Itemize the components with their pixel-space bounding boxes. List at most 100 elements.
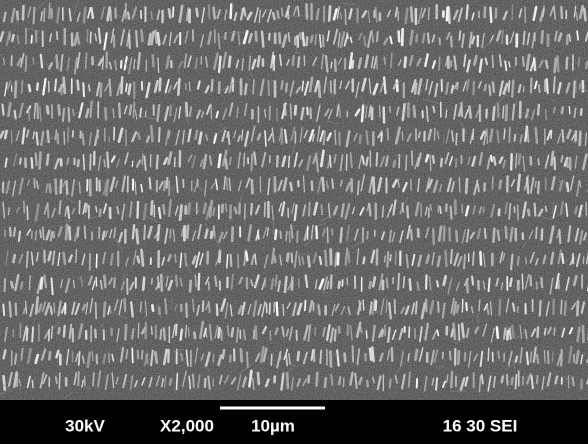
nanorod xyxy=(158,33,159,45)
nanorod xyxy=(510,328,511,338)
nanorod xyxy=(37,133,38,145)
nanorod xyxy=(226,204,227,211)
nanorod xyxy=(531,352,532,362)
nanorod xyxy=(415,84,416,94)
nanorod xyxy=(360,327,361,332)
nanorod xyxy=(258,232,259,239)
nanorod xyxy=(49,352,50,359)
nanorod xyxy=(144,226,145,240)
nanorod xyxy=(363,156,364,164)
nanorod xyxy=(228,132,229,144)
nanorod xyxy=(315,328,316,336)
nanorod xyxy=(351,153,352,167)
nanorod xyxy=(209,302,210,312)
nanorod xyxy=(228,326,229,336)
nanorod xyxy=(167,178,168,188)
nanorod xyxy=(103,232,104,239)
fiber xyxy=(179,67,180,76)
nanorod xyxy=(547,79,548,93)
nanorod xyxy=(370,282,371,288)
nanorod xyxy=(302,108,304,119)
nanorod xyxy=(33,58,34,64)
nanorod xyxy=(443,353,444,359)
nanorod xyxy=(535,182,536,187)
nanorod xyxy=(245,84,246,94)
nanorod xyxy=(205,379,206,387)
nanorod xyxy=(579,84,580,89)
nanorod xyxy=(152,305,153,310)
nanorod xyxy=(275,230,276,239)
nanorod xyxy=(186,325,187,337)
nanorod xyxy=(551,253,553,264)
nanorod xyxy=(335,60,336,71)
nanorod xyxy=(50,185,51,193)
nanorod xyxy=(391,54,392,68)
nanorod xyxy=(256,326,257,339)
nanorod xyxy=(331,81,332,92)
nanorod xyxy=(285,105,286,115)
nanorod xyxy=(83,134,84,145)
fiber xyxy=(287,16,304,17)
nanorod xyxy=(14,228,15,236)
nanorod xyxy=(407,207,408,218)
nanorod xyxy=(329,7,330,21)
nanorod xyxy=(325,251,326,266)
nanorod xyxy=(416,350,418,360)
nanorod xyxy=(217,112,218,118)
nanorod xyxy=(580,132,581,145)
nanorod xyxy=(320,35,321,47)
nanorod xyxy=(159,208,160,218)
nanorod xyxy=(176,325,177,335)
nanorod xyxy=(327,282,328,289)
nanorod xyxy=(454,324,455,339)
nanorod xyxy=(292,278,293,290)
nanorod xyxy=(504,129,505,139)
nanorod xyxy=(226,178,227,189)
nanorod xyxy=(242,130,243,140)
nanorod xyxy=(437,281,438,286)
nanorod xyxy=(51,233,52,241)
nanorod xyxy=(291,225,292,238)
nanorod xyxy=(90,32,91,43)
nanorod xyxy=(339,377,340,384)
nanorod xyxy=(137,230,138,244)
nanorod xyxy=(53,232,54,237)
nanorod xyxy=(373,277,375,286)
nanorod xyxy=(134,60,135,69)
nanorod xyxy=(108,8,110,21)
nanorod xyxy=(485,85,486,90)
nanorod xyxy=(280,232,281,238)
nanorod xyxy=(32,158,33,168)
nanorod xyxy=(131,302,133,316)
nanorod xyxy=(515,135,516,141)
nanorod xyxy=(506,227,507,238)
nanorod xyxy=(375,301,376,310)
nanorod xyxy=(126,84,127,92)
nanorod xyxy=(480,60,482,72)
nanorod xyxy=(398,274,399,290)
nanorod xyxy=(170,106,171,116)
nanorod xyxy=(282,327,283,336)
nanorod xyxy=(548,351,549,363)
nanorod xyxy=(505,61,506,70)
nanorod xyxy=(121,77,122,93)
nanorod xyxy=(433,107,434,113)
nanorod xyxy=(383,206,384,217)
nanorod xyxy=(576,12,577,20)
nanorod xyxy=(428,33,429,42)
nanorod xyxy=(283,305,284,316)
nanorod xyxy=(22,81,23,93)
nanorod xyxy=(273,13,274,19)
nanorod xyxy=(492,177,493,189)
nanorod xyxy=(229,57,230,67)
nanorod xyxy=(330,352,331,367)
nanorod xyxy=(193,374,194,387)
nanorod xyxy=(492,55,493,67)
nanorod xyxy=(332,229,333,235)
nanorod xyxy=(86,204,87,212)
nanorod xyxy=(92,351,93,360)
nanorod xyxy=(558,56,559,72)
nanorod xyxy=(385,256,386,262)
nanorod xyxy=(151,202,152,215)
nanorod xyxy=(320,351,321,364)
